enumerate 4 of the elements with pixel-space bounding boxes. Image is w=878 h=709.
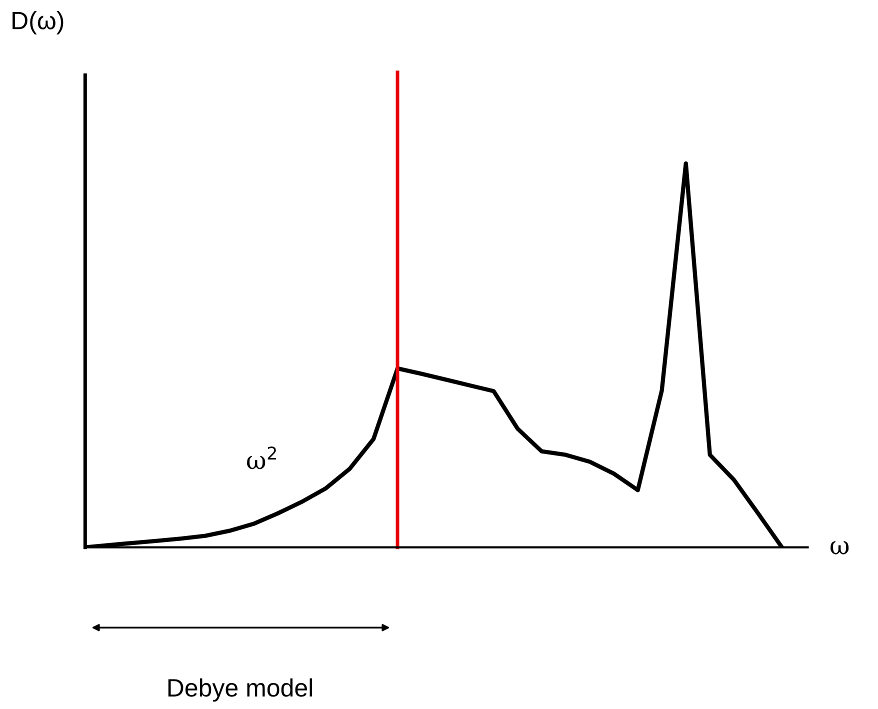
x-axis-title: ω bbox=[830, 541, 849, 554]
text: Debye model bbox=[168, 678, 312, 702]
text: D(ω) bbox=[12, 11, 64, 34]
annotation: ω$^{2}$ bbox=[247, 446, 276, 470]
